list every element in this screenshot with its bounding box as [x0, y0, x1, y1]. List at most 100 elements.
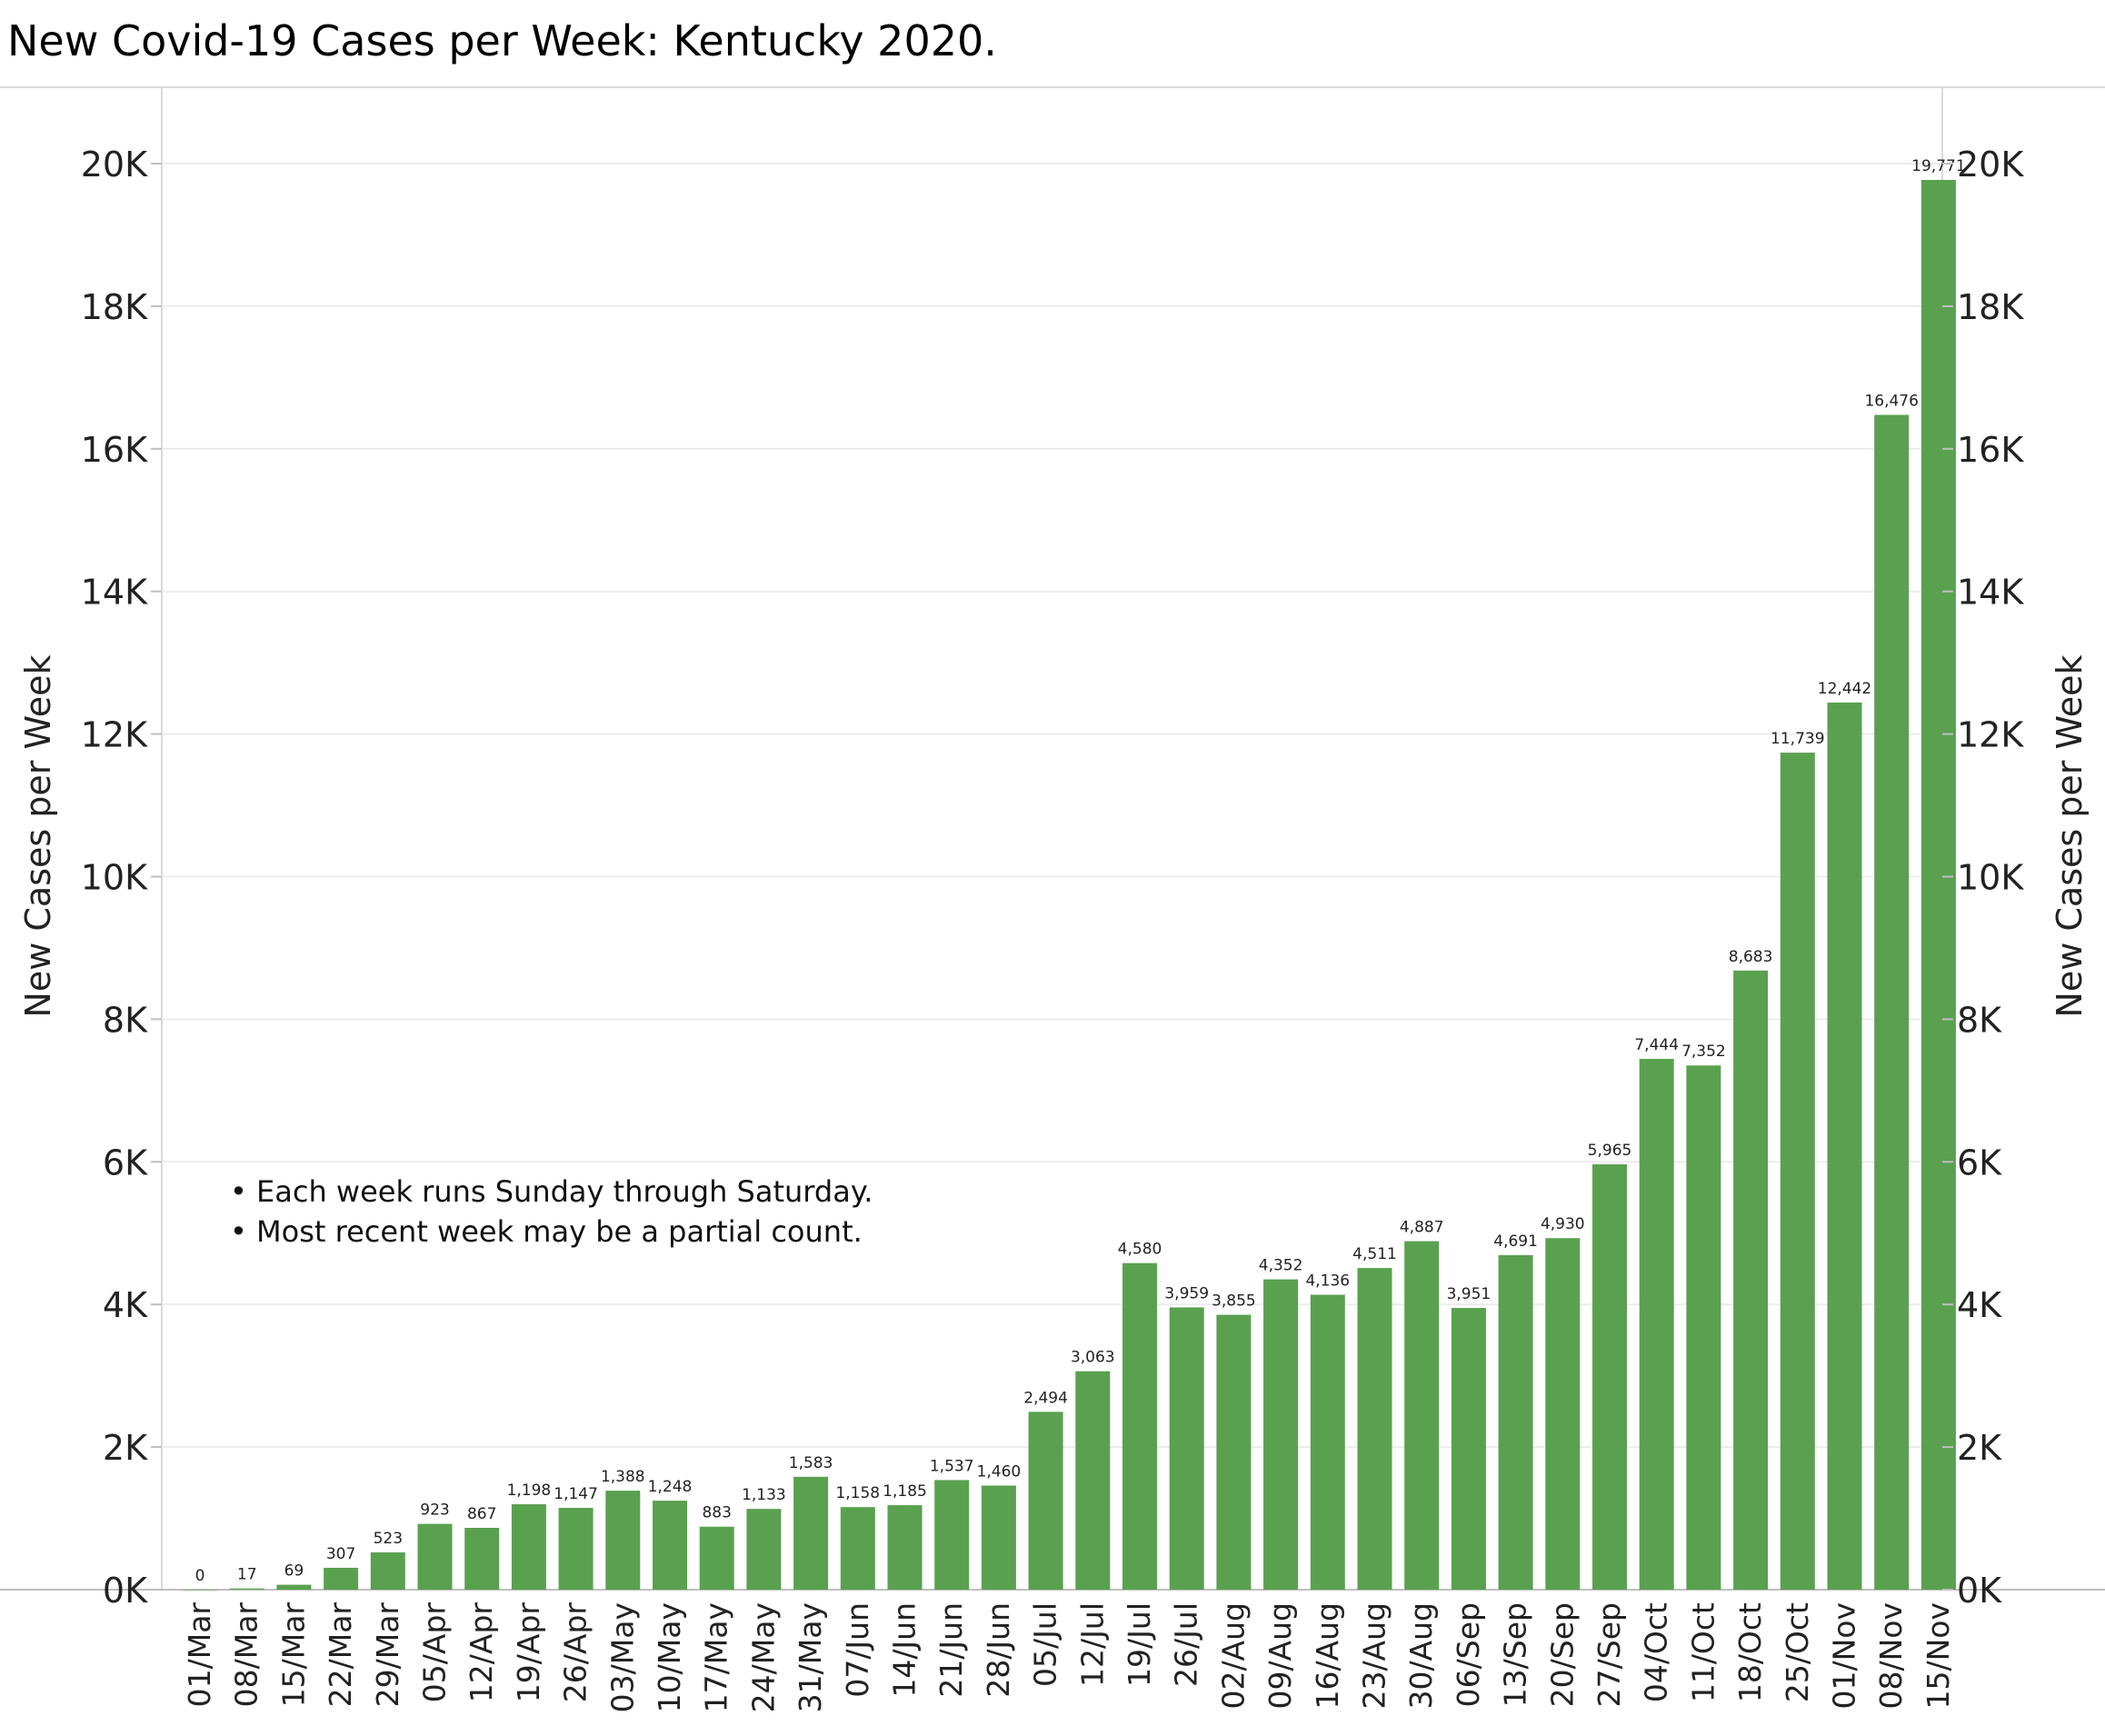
bar	[840, 1507, 875, 1590]
y-tick-label-right: 2K	[1957, 1428, 2002, 1468]
x-tick-label: 19/Apr	[511, 1602, 546, 1703]
data-label: 1,198	[507, 1482, 552, 1500]
data-label: 11,739	[1771, 730, 1824, 748]
data-label: 867	[467, 1505, 496, 1523]
data-label: 4,580	[1118, 1241, 1162, 1259]
y-tick-label-right: 18K	[1957, 287, 2024, 327]
y-tick-label-left: 16K	[81, 430, 148, 470]
x-tick-label: 27/Sep	[1591, 1602, 1627, 1707]
x-tick-label: 16/Aug	[1310, 1602, 1345, 1710]
x-tick-label: 07/Jun	[840, 1602, 875, 1698]
data-label: 1,583	[789, 1454, 833, 1472]
data-label: 17	[237, 1566, 257, 1584]
data-label: 1,388	[601, 1468, 645, 1486]
bar	[653, 1501, 687, 1590]
x-tick-label: 08/Mar	[229, 1602, 264, 1708]
bar	[887, 1505, 923, 1590]
bar	[1075, 1371, 1111, 1590]
y-tick-label-left: 20K	[81, 145, 148, 185]
data-label: 3,855	[1212, 1292, 1256, 1311]
data-label: 4,691	[1493, 1232, 1538, 1251]
data-label: 1,537	[930, 1457, 974, 1475]
bar	[746, 1509, 782, 1590]
data-label: 8,683	[1729, 948, 1773, 966]
data-label: 4,930	[1541, 1215, 1585, 1233]
x-tick-label: 14/Jun	[887, 1602, 923, 1698]
x-tick-label: 05/Apr	[417, 1602, 453, 1703]
bar	[464, 1527, 500, 1590]
data-label: 12,442	[1818, 680, 1871, 698]
data-label: 4,511	[1352, 1245, 1397, 1263]
data-label: 2,494	[1023, 1389, 1068, 1407]
x-tick-label: 09/Aug	[1262, 1602, 1298, 1710]
x-tick-label: 26/Apr	[558, 1602, 594, 1703]
bar	[1827, 702, 1862, 1590]
bar	[1639, 1059, 1674, 1590]
x-tick-label: 31/May	[793, 1602, 828, 1712]
y-tick-label-left: 0K	[103, 1571, 148, 1611]
x-tick-label: 11/Oct	[1685, 1602, 1721, 1702]
bar	[511, 1504, 546, 1590]
data-label: 1,460	[977, 1462, 1022, 1481]
data-label: 19,771	[1911, 157, 1965, 175]
data-label: 16,476	[1864, 392, 1918, 410]
bar	[1122, 1262, 1157, 1590]
x-tick-label: 24/May	[745, 1602, 781, 1712]
data-label: 4,887	[1400, 1219, 1444, 1237]
bar	[324, 1567, 359, 1590]
y-tick-label-left: 12K	[81, 715, 148, 755]
bar	[1592, 1164, 1627, 1590]
x-tick-label: 15/Mar	[275, 1602, 311, 1708]
x-tick-label: 28/Jun	[981, 1602, 1016, 1698]
data-label: 1,248	[648, 1478, 693, 1496]
bar	[981, 1485, 1016, 1590]
data-label: 307	[326, 1545, 355, 1563]
bar	[370, 1551, 405, 1590]
note-week-definition: • Each week runs Sunday through Saturday…	[230, 1174, 873, 1209]
data-label: 3,063	[1071, 1349, 1115, 1367]
bar	[1263, 1279, 1299, 1590]
x-tick-label: 21/Jun	[933, 1602, 969, 1698]
bar	[1686, 1065, 1721, 1590]
y-tick-label-left: 18K	[81, 287, 148, 327]
bar	[1498, 1254, 1533, 1590]
x-tick-label: 23/Aug	[1357, 1602, 1392, 1710]
y-tick-label-left: 6K	[103, 1142, 148, 1182]
bar	[1874, 414, 1910, 1591]
data-label: 3,951	[1447, 1285, 1491, 1303]
bar	[1451, 1308, 1486, 1590]
x-tick-label: 10/May	[652, 1602, 687, 1712]
chart-title: New Covid-19 Cases per Week: Kentucky 20…	[7, 16, 997, 65]
x-tick-label: 03/May	[604, 1602, 640, 1712]
gridlines	[162, 163, 1942, 1449]
y-axis-title-left: New Cases per Week	[18, 654, 58, 1017]
x-tick-label: 18/Oct	[1732, 1602, 1768, 1702]
data-label: 5,965	[1588, 1142, 1632, 1160]
data-label: 883	[702, 1504, 731, 1522]
bar	[1780, 753, 1815, 1590]
y-tick-label-left: 4K	[103, 1285, 148, 1325]
y-tick-label-right: 4K	[1957, 1285, 2002, 1325]
bar	[1216, 1314, 1252, 1590]
data-label: 1,158	[835, 1484, 880, 1502]
bar	[605, 1491, 641, 1590]
y-tick-label-right: 8K	[1957, 1000, 2002, 1040]
x-tick-label: 26/Jul	[1169, 1602, 1204, 1687]
bar	[183, 1590, 217, 1591]
bar	[417, 1523, 453, 1590]
y-tick-label-right: 10K	[1957, 858, 2024, 898]
y-tick-label-right: 12K	[1957, 715, 2024, 755]
y-axis-left: 0K 2K 4K 6K 8K 10K 12K 14K 16K 18K 20K	[81, 145, 162, 1611]
y-tick-label-left: 2K	[103, 1428, 148, 1468]
data-label: 7,352	[1681, 1043, 1726, 1061]
bar	[699, 1526, 734, 1590]
bars	[183, 179, 1956, 1591]
bar	[558, 1508, 594, 1590]
x-tick-label: 06/Sep	[1451, 1602, 1486, 1707]
y-tick-label-right: 16K	[1957, 430, 2024, 470]
x-axis: 01/Mar 08/Mar 15/Mar 22/Mar 29/Mar 05/Apr 12/A…	[182, 1602, 1956, 1713]
bar	[1169, 1307, 1204, 1590]
x-tick-label: 01/Nov	[1827, 1602, 1862, 1710]
x-tick-label: 01/Mar	[182, 1602, 217, 1708]
